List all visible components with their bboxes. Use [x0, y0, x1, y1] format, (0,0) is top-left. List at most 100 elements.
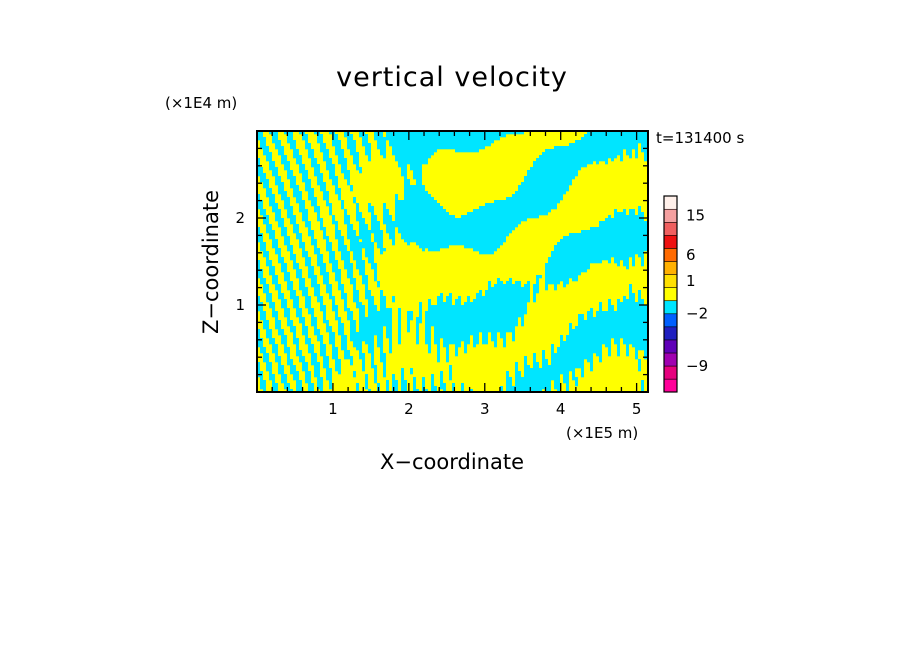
velocity-field-segment: [428, 350, 431, 354]
velocity-field-segment: [368, 158, 371, 162]
velocity-field-segment: [356, 209, 359, 213]
velocity-field-segment: [302, 362, 308, 366]
velocity-field-segment: [272, 347, 278, 351]
velocity-field-segment: [356, 206, 359, 210]
velocity-field-segment: [356, 164, 359, 168]
velocity-field-segment: [416, 323, 419, 327]
velocity-field-segment: [260, 242, 266, 246]
velocity-field-segment: [344, 212, 347, 216]
velocity-field-segment: [362, 239, 371, 243]
velocity-field-segment: [392, 299, 395, 303]
velocity-field-segment: [332, 347, 338, 351]
velocity-field-segment: [263, 290, 269, 294]
velocity-field-segment: [266, 155, 272, 159]
velocity-field-segment: [338, 320, 341, 324]
y-tick-label: 2: [235, 209, 245, 227]
velocity-field-segment: [278, 329, 284, 333]
velocity-field-segment: [356, 263, 365, 267]
velocity-field-segment: [545, 266, 590, 270]
velocity-field-segment: [503, 338, 506, 342]
velocity-field-segment: [260, 209, 266, 213]
velocity-field-segment: [422, 377, 425, 381]
velocity-field-segment: [317, 377, 323, 381]
velocity-field-segment: [515, 374, 521, 378]
velocity-field-segment: [284, 347, 290, 351]
velocity-field-segment: [323, 197, 329, 201]
velocity-field-segment: [257, 194, 260, 198]
velocity-field-segment: [287, 248, 293, 252]
colorbar-band: [663, 234, 678, 249]
velocity-field-segment: [449, 374, 452, 378]
velocity-field-segment: [611, 158, 614, 162]
velocity-field-segment: [368, 305, 377, 309]
velocity-field-segment: [335, 233, 341, 237]
velocity-field-segment: [542, 353, 545, 357]
velocity-field-segment: [338, 242, 344, 246]
velocity-field-segment: [413, 377, 416, 381]
velocity-field-segment: [557, 389, 560, 392]
velocity-field-segment: [293, 263, 299, 267]
velocity-field-segment: [386, 389, 389, 392]
velocity-field-segment: [506, 389, 542, 392]
velocity-field-segment: [257, 236, 263, 240]
velocity-field-segment: [491, 335, 497, 339]
velocity-field-segment: [623, 341, 648, 345]
velocity-field-segment: [350, 239, 359, 243]
velocity-field-segment: [371, 221, 380, 225]
velocity-field-segment: [323, 362, 329, 366]
velocity-field-segment: [413, 176, 422, 180]
velocity-field-segment: [638, 206, 641, 210]
velocity-field-segment: [308, 308, 314, 312]
velocity-field-segment: [314, 251, 320, 255]
velocity-field-segment: [275, 215, 281, 219]
velocity-field-segment: [392, 296, 395, 300]
velocity-field-segment: [515, 377, 560, 381]
velocity-field-segment: [335, 272, 341, 276]
velocity-field-segment: [458, 296, 461, 300]
velocity-field-segment: [551, 344, 554, 348]
velocity-field-segment: [275, 356, 281, 360]
velocity-field-segment: [308, 311, 314, 315]
velocity-field-segment: [308, 197, 317, 201]
velocity-field-segment: [308, 191, 314, 195]
velocity-field-segment: [383, 374, 386, 378]
velocity-field-segment: [389, 143, 491, 147]
velocity-field-segment: [449, 365, 452, 369]
velocity-field-segment: [329, 332, 335, 336]
velocity-field-segment: [368, 350, 374, 354]
velocity-field-segment: [494, 341, 497, 345]
velocity-field-segment: [260, 383, 266, 387]
velocity-field-segment: [296, 233, 302, 237]
velocity-field-segment: [542, 350, 545, 354]
velocity-field-segment: [308, 386, 314, 390]
velocity-field-segment: [401, 368, 404, 372]
velocity-field-segment: [359, 317, 392, 321]
velocity-field-segment: [635, 347, 648, 351]
velocity-field-segment: [614, 260, 620, 264]
velocity-field-segment: [323, 194, 329, 198]
velocity-field-segment: [605, 161, 608, 165]
velocity-field-segment: [554, 287, 557, 291]
velocity-field-segment: [278, 371, 284, 375]
colorbar-band: [663, 208, 678, 223]
velocity-field-segment: [479, 206, 557, 210]
velocity-field-segment: [398, 311, 401, 315]
velocity-field-segment: [536, 278, 539, 282]
velocity-field-segment: [404, 197, 434, 201]
velocity-field-segment: [533, 284, 539, 288]
velocity-field-segment: [341, 200, 344, 204]
velocity-field-segment: [530, 167, 581, 171]
velocity-field-segment: [533, 296, 536, 300]
velocity-field-segment: [521, 323, 524, 327]
velocity-field-segment: [374, 236, 383, 240]
velocity-field-segment: [323, 365, 329, 369]
velocity-field-segment: [635, 356, 638, 360]
velocity-field-segment: [284, 239, 290, 243]
velocity-field-segment: [437, 353, 440, 357]
velocity-field-segment: [347, 137, 353, 141]
velocity-field-segment: [596, 314, 648, 318]
velocity-field-segment: [503, 344, 506, 348]
velocity-field-segment: [269, 233, 275, 237]
velocity-field-segment: [398, 308, 401, 312]
velocity-field-segment: [332, 299, 335, 303]
